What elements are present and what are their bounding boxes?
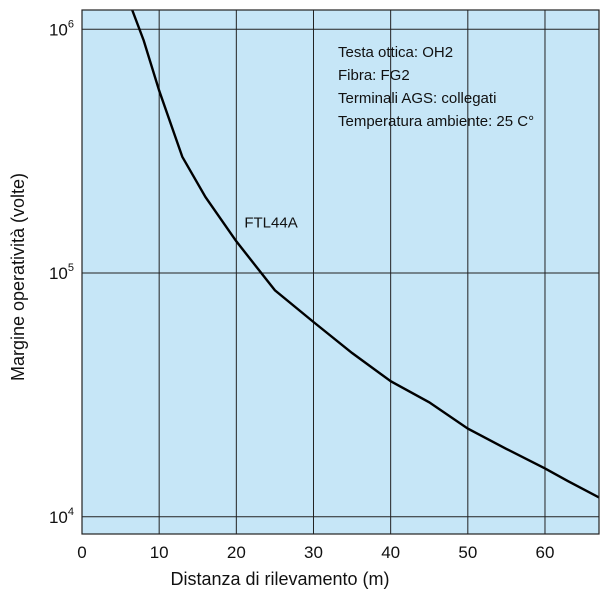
x-tick-label: 20 [227,543,246,562]
series-label: FTL44A [244,214,297,231]
grid-lines [82,10,599,534]
annotation-line: Fibra: FG2 [338,67,410,84]
x-tick-label: 50 [458,543,477,562]
x-tick-labels: 0 10 20 30 40 50 60 [77,543,554,562]
y-tick-label: 104 [49,506,74,527]
x-tick-label: 40 [381,543,400,562]
y-tick-labels: 104 105 106 [49,18,74,526]
y-tick-label: 105 [49,262,74,283]
annotation-line: Testa ottica: OH2 [338,44,453,61]
y-tick-label: 106 [49,18,74,39]
plot-frame [81,9,600,535]
plot-area [82,10,599,534]
annotation-block: Testa ottica: OH2 Fibra: FG2 Terminali AGS… [338,44,534,130]
y-axis-title: Margine operatività (volte) [8,173,28,381]
x-tick-label: 0 [77,543,86,562]
x-axis-title: Distanza di rilevamento (m) [170,569,389,589]
annotation-line: Temperatura ambiente: 25 C° [338,113,534,130]
annotation-line: Terminali AGS: collegati [338,90,496,107]
series-line-ftl44a [131,10,599,499]
x-tick-label: 10 [150,543,169,562]
x-tick-label: 60 [536,543,555,562]
x-tick-label: 30 [304,543,323,562]
